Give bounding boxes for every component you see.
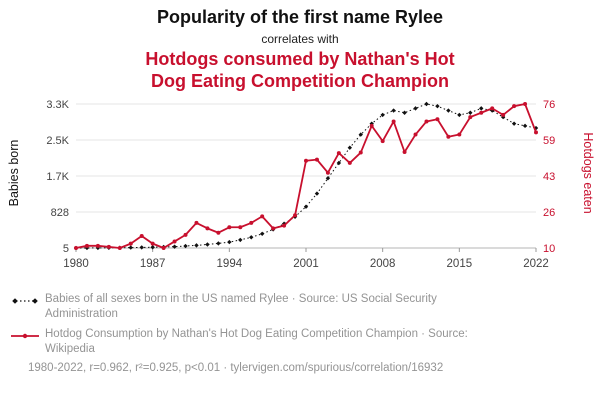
svg-text:2015: 2015: [447, 258, 473, 270]
legend-item-hotdogs: Hotdog Consumption by Nathan's Hot Dog E…: [10, 327, 588, 357]
legend-label-babies: Babies of all sexes born in the US named…: [45, 292, 437, 320]
left-axis-label: Babies born: [7, 139, 21, 207]
secondary-title: Hotdogs consumed by Nathan's Hot Dog Eat…: [0, 49, 600, 93]
svg-text:2.5K: 2.5K: [46, 135, 69, 147]
svg-text:43: 43: [543, 171, 555, 183]
chart-area: 5 10 828 26 1.7K 43 2.5K 59 3.3K 76 1980 1987 1994 20…: [0, 96, 600, 286]
legend: Babies of all sexes born in the US named…: [10, 292, 588, 357]
svg-text:10: 10: [543, 243, 555, 255]
svg-text:5: 5: [63, 243, 69, 255]
stats-footer: 1980-2022, r=0.962, r²=0.925, p<0.01 · t…: [28, 361, 444, 374]
secondary-title-line2: Dog Eating Competition Champion: [151, 70, 449, 91]
red-line-swatch: [11, 333, 39, 338]
legend-item-babies: Babies of all sexes born in the US named…: [10, 292, 588, 322]
svg-text:1987: 1987: [140, 258, 166, 270]
svg-text:1980: 1980: [63, 258, 89, 270]
chart-plot: 5 10 828 26 1.7K 43 2.5K 59 3.3K 76 1980 1987 1994 20…: [46, 99, 555, 270]
svg-text:2001: 2001: [293, 258, 319, 270]
svg-text:2022: 2022: [523, 258, 549, 270]
svg-text:76: 76: [543, 99, 555, 111]
svg-text:1.7K: 1.7K: [46, 171, 69, 183]
legend-label-hotdogs: Hotdog Consumption by Nathan's Hot Dog E…: [45, 327, 468, 355]
svg-text:1994: 1994: [217, 258, 243, 270]
svg-text:2008: 2008: [370, 258, 396, 270]
correlates-with-text: correlates with: [261, 32, 339, 46]
gridlines: [75, 103, 537, 252]
page-title: Popularity of the first name Rylee: [156, 7, 444, 27]
secondary-title-line1: Hotdogs consumed by Nathan's Hot: [145, 49, 455, 69]
svg-text:26: 26: [543, 207, 555, 219]
series: [73, 101, 539, 251]
right-axis-label: Hotdogs eaten: [581, 132, 595, 214]
svg-text:828: 828: [51, 207, 69, 219]
svg-text:3.3K: 3.3K: [46, 99, 69, 111]
black-dotted-line-swatch: [12, 298, 38, 304]
tick-labels: 5 10 828 26 1.7K 43 2.5K 59 3.3K 76 1980 1987 1994 20…: [46, 99, 555, 270]
svg-text:59: 59: [543, 135, 555, 147]
